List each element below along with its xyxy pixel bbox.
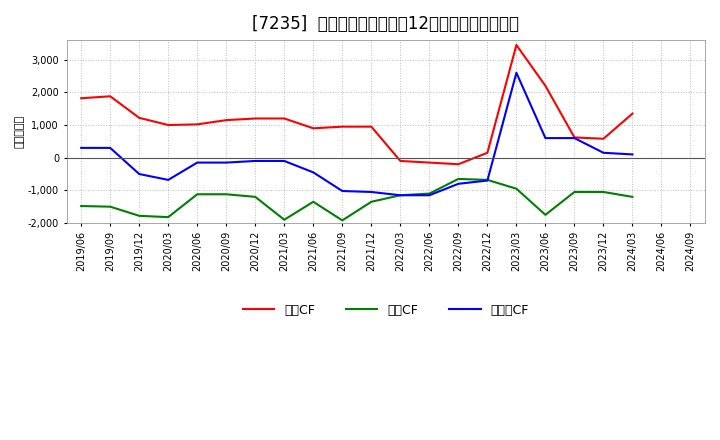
投資CF: [135, 213, 143, 219]
Line: フリーCF: フリーCF: [81, 73, 632, 195]
フリーCF: [541, 136, 550, 141]
フリーCF: [106, 145, 114, 150]
投資CF: [570, 189, 579, 194]
フリーCF: [483, 178, 492, 183]
営業CF: [425, 160, 433, 165]
営業CF: [367, 124, 376, 129]
フリーCF: [396, 193, 405, 198]
営業CF: [309, 126, 318, 131]
営業CF: [280, 116, 289, 121]
フリーCF: [425, 193, 433, 198]
投資CF: [77, 203, 86, 209]
投資CF: [454, 176, 463, 182]
フリーCF: [251, 158, 260, 164]
営業CF: [338, 124, 346, 129]
営業CF: [599, 136, 608, 141]
Title: [7235]  キャッシュフローの12か月移動合計の推移: [7235] キャッシュフローの12か月移動合計の推移: [252, 15, 519, 33]
Line: 営業CF: 営業CF: [81, 45, 632, 164]
営業CF: [77, 95, 86, 101]
フリーCF: [599, 150, 608, 155]
営業CF: [570, 135, 579, 140]
フリーCF: [164, 177, 173, 183]
投資CF: [628, 194, 636, 199]
投資CF: [193, 192, 202, 197]
フリーCF: [367, 189, 376, 194]
営業CF: [222, 117, 230, 123]
投資CF: [425, 191, 433, 196]
フリーCF: [338, 188, 346, 194]
投資CF: [512, 186, 521, 191]
投資CF: [280, 217, 289, 222]
フリーCF: [135, 171, 143, 176]
フリーCF: [222, 160, 230, 165]
投資CF: [106, 204, 114, 209]
投資CF: [483, 177, 492, 183]
投資CF: [251, 194, 260, 199]
営業CF: [251, 116, 260, 121]
投資CF: [164, 214, 173, 220]
営業CF: [193, 122, 202, 127]
投資CF: [396, 193, 405, 198]
フリーCF: [193, 160, 202, 165]
Line: 投資CF: 投資CF: [81, 179, 632, 220]
営業CF: [628, 111, 636, 116]
営業CF: [512, 42, 521, 48]
フリーCF: [280, 158, 289, 164]
フリーCF: [570, 136, 579, 141]
フリーCF: [512, 70, 521, 75]
投資CF: [541, 212, 550, 217]
営業CF: [164, 122, 173, 128]
投資CF: [338, 218, 346, 223]
営業CF: [483, 150, 492, 155]
Legend: 営業CF, 投資CF, フリーCF: 営業CF, 投資CF, フリーCF: [238, 299, 534, 322]
投資CF: [367, 199, 376, 205]
営業CF: [106, 94, 114, 99]
営業CF: [396, 158, 405, 164]
フリーCF: [309, 170, 318, 175]
投資CF: [309, 199, 318, 205]
営業CF: [541, 83, 550, 88]
営業CF: [454, 161, 463, 167]
Y-axis label: （百万円）: （百万円）: [15, 115, 25, 148]
フリーCF: [628, 152, 636, 157]
フリーCF: [454, 181, 463, 187]
フリーCF: [77, 145, 86, 150]
投資CF: [222, 192, 230, 197]
営業CF: [135, 115, 143, 121]
投資CF: [599, 189, 608, 194]
